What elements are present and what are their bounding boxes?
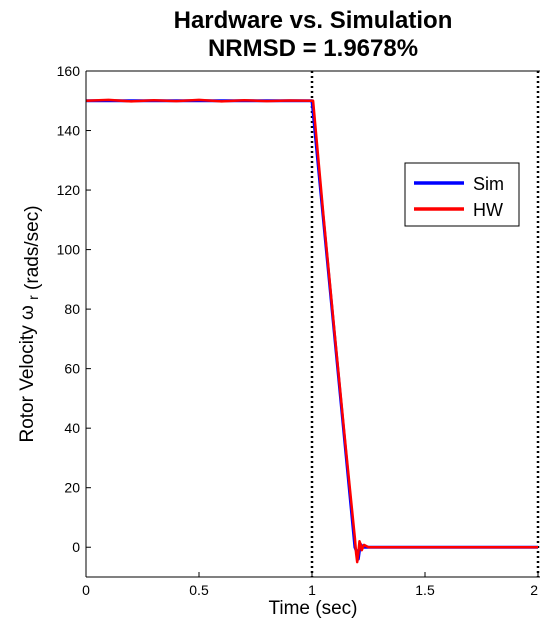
x-tick-label-1: 0.5 — [189, 582, 209, 598]
y-tick-label-7: 140 — [57, 123, 81, 139]
y-tick-label-5: 100 — [57, 242, 81, 258]
x-tick-label-4: 2 — [530, 582, 538, 598]
svg-text:Rotor Velocity ω: Rotor Velocity ω r (rads/sec) — [17, 205, 43, 442]
chart-title: Hardware vs. Simulation — [174, 7, 453, 34]
x-tick-label-2: 1 — [308, 582, 316, 598]
y-tick-label-0: 0 — [72, 539, 80, 555]
y-axis-label-units: (rads/sec) — [22, 205, 43, 289]
y-tick-label-1: 20 — [64, 480, 80, 496]
y-axis-label-symbol: ω — [17, 305, 38, 320]
y-tick-label-3: 60 — [64, 361, 80, 377]
x-tick-label-3: 1.5 — [415, 582, 435, 598]
legend-label-sim: Sim — [473, 174, 504, 194]
x-tick-label-0: 0 — [82, 582, 90, 598]
axes-frame — [85, 70, 540, 578]
legend-box — [404, 162, 520, 227]
chart-subtitle: NRMSD = 1.9678% — [208, 35, 418, 62]
x-axis-label: Time (sec) — [268, 598, 357, 619]
y-tick-label-8: 160 — [57, 63, 81, 79]
y-axis-label-main: Rotor Velocity — [17, 325, 38, 443]
legend: Sim HW — [404, 162, 520, 227]
y-axis-label: Rotor Velocity ω r (rads/sec) — [17, 205, 43, 442]
y-tick-label-4: 80 — [64, 301, 80, 317]
ticks-layer: 0 20 40 60 80 100 120 140 160 0 0.5 1 1.5 2 — [57, 63, 539, 598]
y-tick-label-2: 40 — [64, 420, 80, 436]
y-axis-label-subscript: r — [25, 295, 41, 300]
y-tick-label-6: 120 — [57, 182, 81, 198]
legend-label-hw: HW — [473, 200, 503, 220]
data-layer — [85, 71, 540, 577]
series-line-hw — [85, 98, 538, 564]
